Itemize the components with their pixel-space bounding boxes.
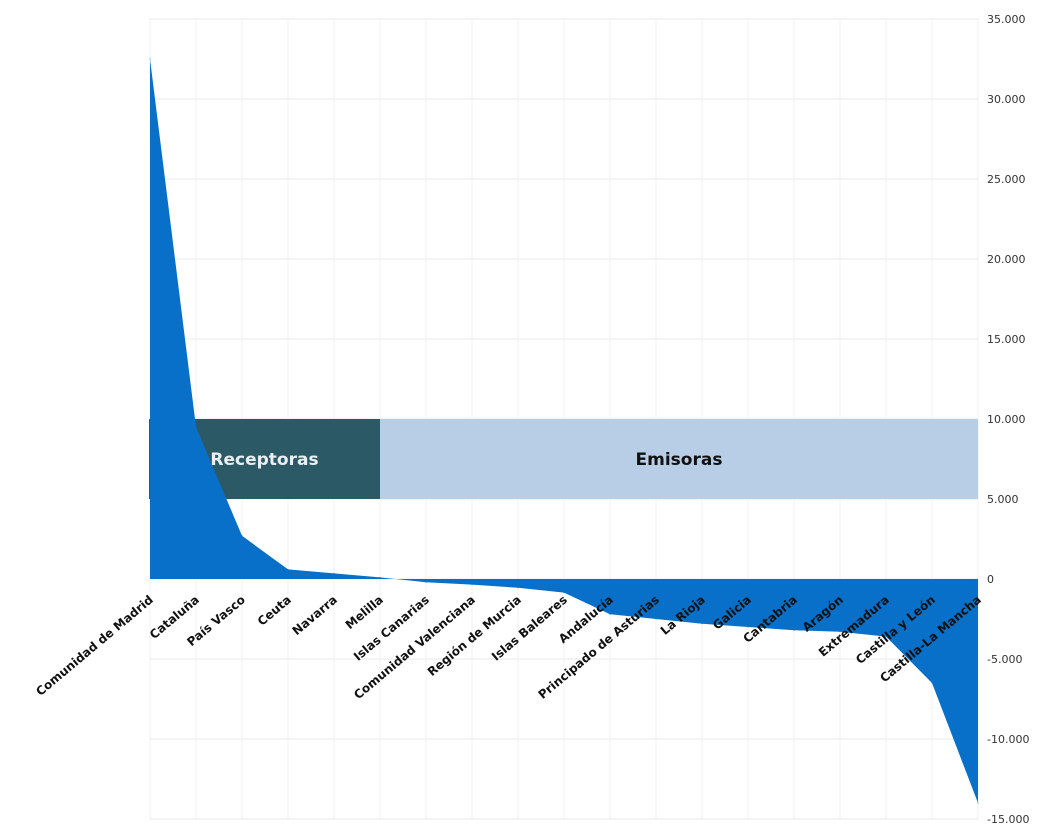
y-tick-label: 15.000 bbox=[987, 333, 1026, 346]
x-tick-label: Comunidad de Madrid bbox=[33, 593, 156, 699]
area-series bbox=[149, 58, 979, 804]
y-tick-label: 10.000 bbox=[987, 413, 1026, 426]
y-tick-label: 20.000 bbox=[987, 253, 1026, 266]
y-tick-label: -5.000 bbox=[987, 653, 1022, 666]
x-tick-label: Melilla bbox=[343, 593, 386, 632]
data-point bbox=[517, 587, 519, 589]
data-point bbox=[287, 568, 289, 570]
data-point bbox=[379, 576, 381, 578]
data-point bbox=[701, 623, 703, 625]
data-point bbox=[655, 618, 657, 620]
data-point bbox=[793, 629, 795, 631]
data-point bbox=[241, 535, 243, 537]
data-point bbox=[977, 802, 979, 804]
y-tick-label: 30.000 bbox=[987, 93, 1026, 106]
band-emisoras bbox=[380, 419, 978, 499]
data-point bbox=[609, 613, 611, 615]
y-tick-label: 0 bbox=[987, 573, 994, 586]
y-axis: -15.000 -10.000 -5.000 0 5.000 10.000 15.000 20… bbox=[987, 13, 1029, 826]
data-point bbox=[931, 682, 933, 684]
data-point bbox=[425, 581, 427, 583]
data-point bbox=[471, 584, 473, 586]
y-tick-label: 35.000 bbox=[987, 13, 1026, 26]
band-label-receptoras: Receptoras bbox=[210, 450, 318, 470]
data-point bbox=[839, 631, 841, 633]
data-point bbox=[149, 58, 151, 60]
data-point bbox=[563, 592, 565, 594]
data-point bbox=[747, 626, 749, 628]
y-tick-label: -10.000 bbox=[987, 733, 1029, 746]
band-labels: Receptoras Emisoras bbox=[210, 450, 722, 470]
area-fill bbox=[150, 59, 978, 803]
data-point bbox=[333, 572, 335, 574]
band-label-emisoras: Emisoras bbox=[636, 450, 723, 470]
x-tick-label: Navarra bbox=[290, 593, 340, 638]
data-point bbox=[195, 426, 197, 428]
y-tick-label: 5.000 bbox=[987, 493, 1019, 506]
data-point bbox=[885, 636, 887, 638]
y-tick-label: -15.000 bbox=[987, 813, 1029, 826]
y-tick-label: 25.000 bbox=[987, 173, 1026, 186]
